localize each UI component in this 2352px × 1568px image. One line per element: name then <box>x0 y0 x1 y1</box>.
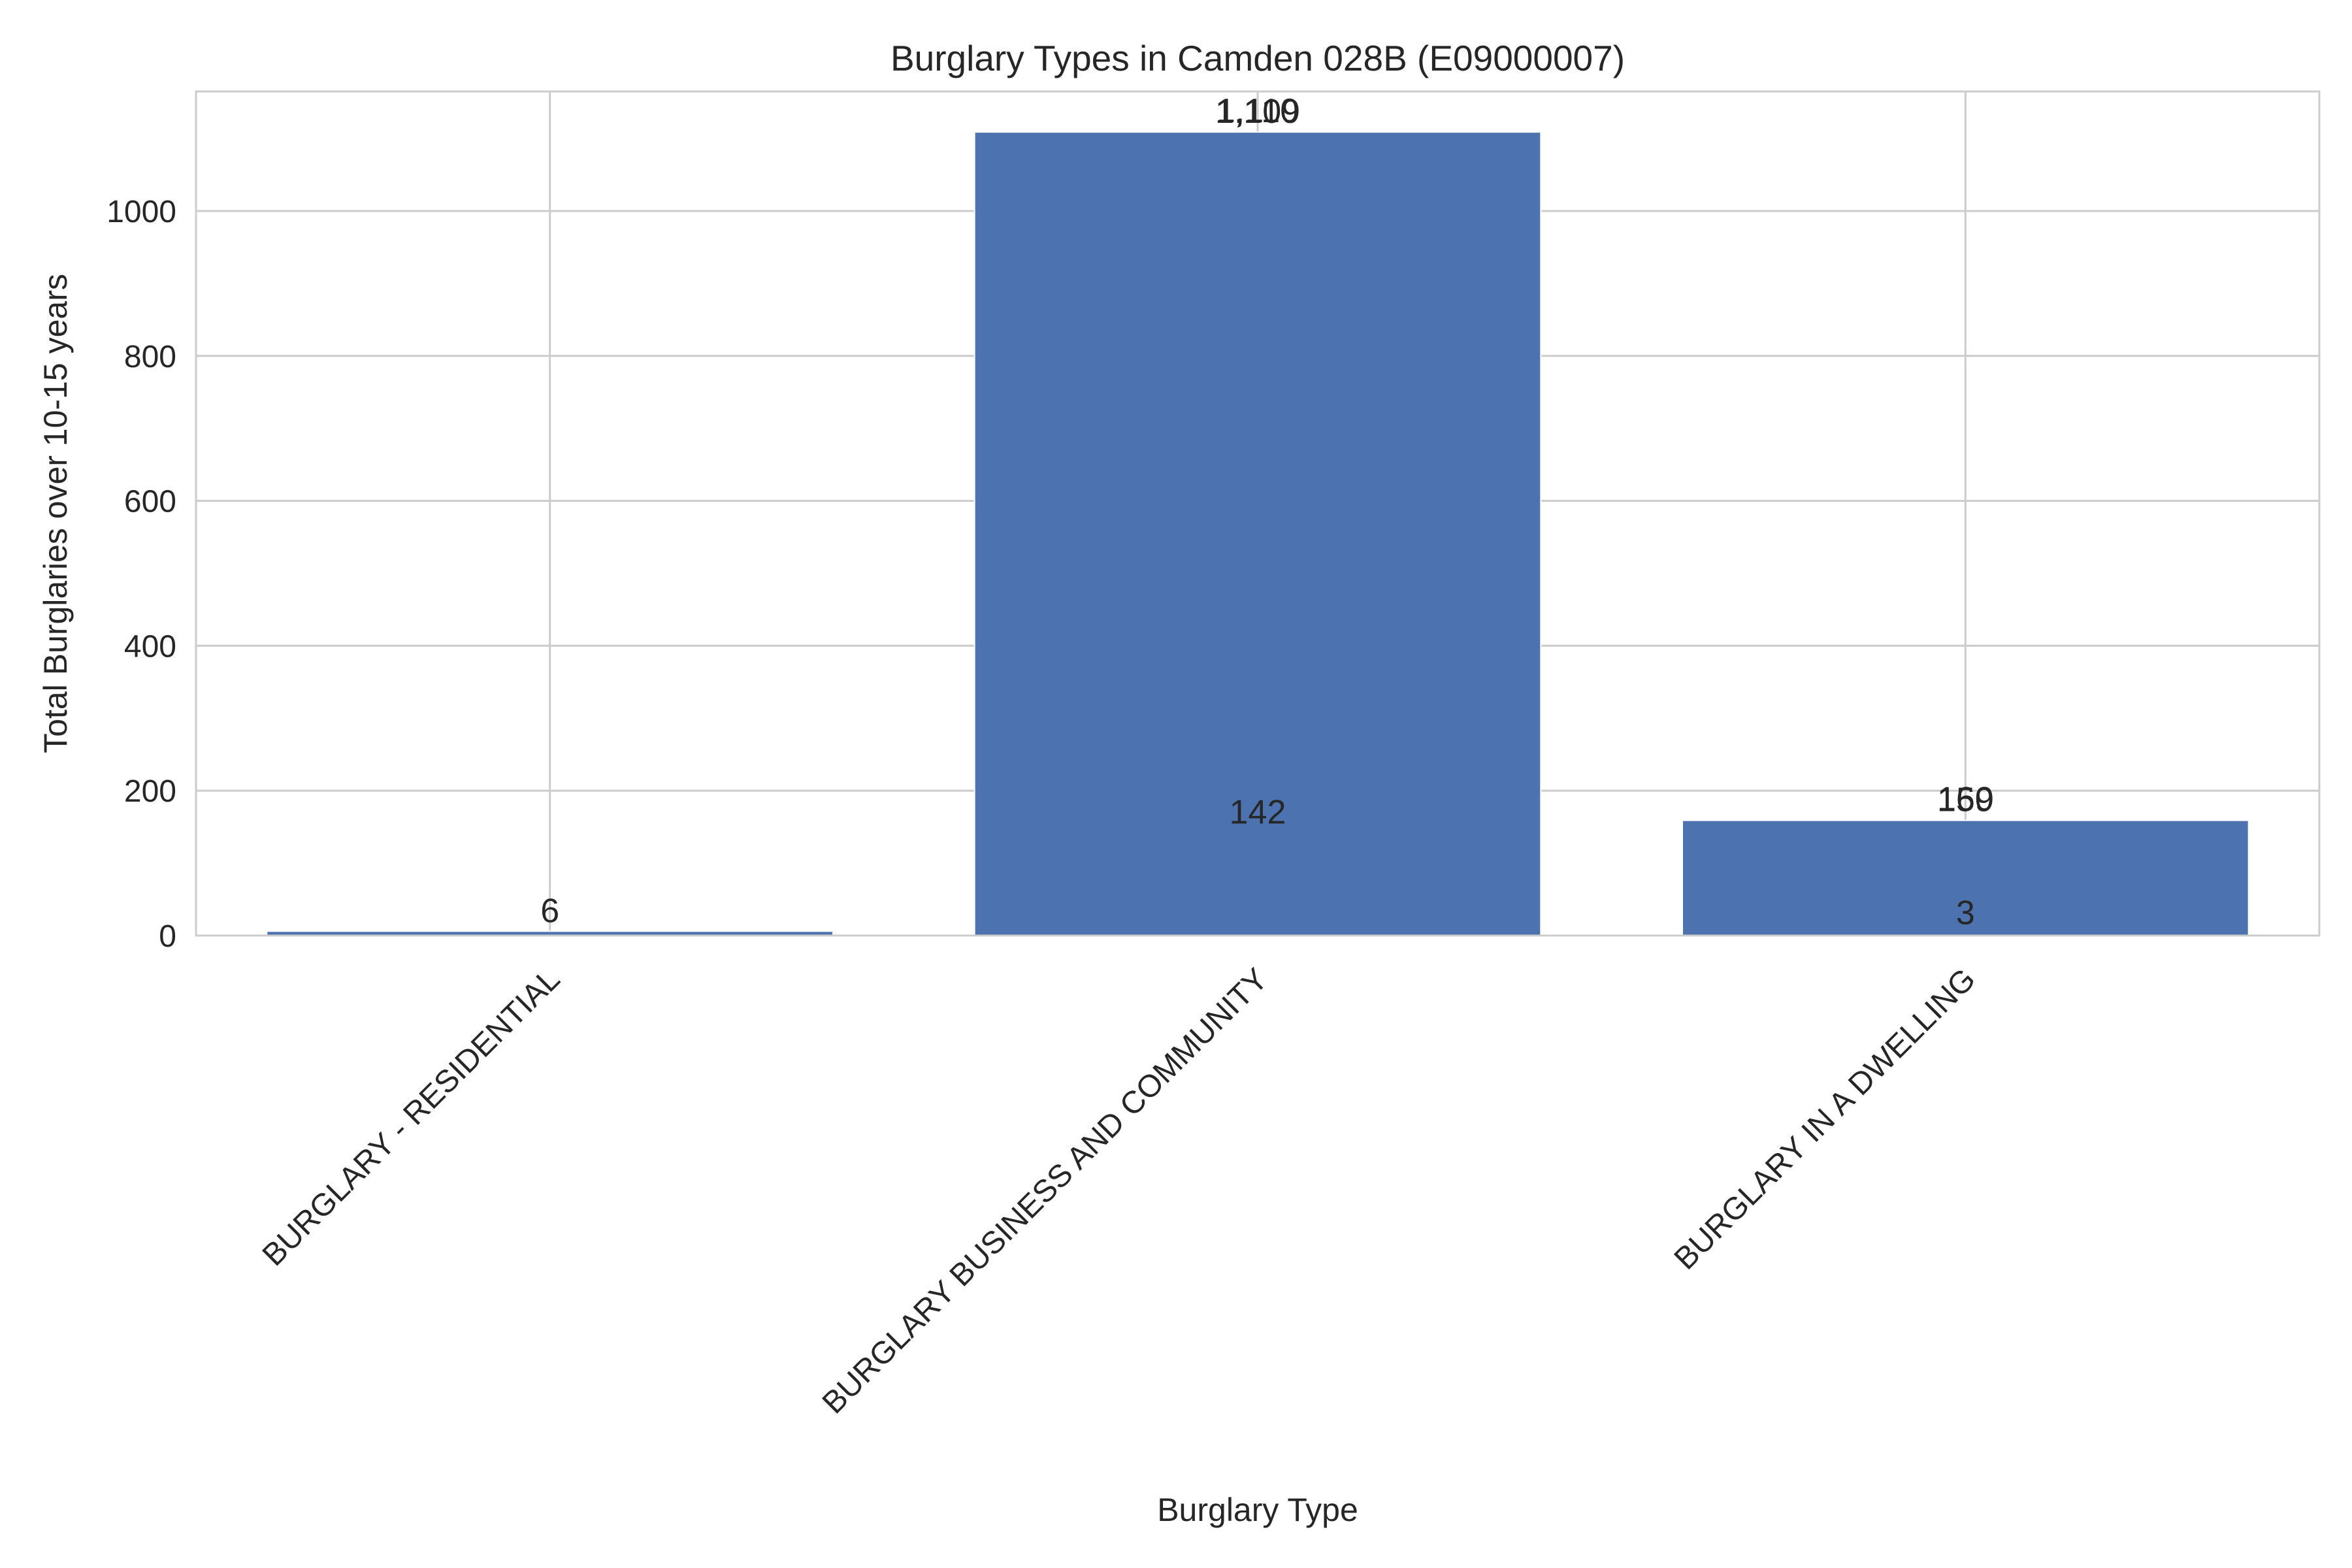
data-label: 160 <box>1937 781 1994 819</box>
y-tick-label: 200 <box>124 774 176 809</box>
bar-2 <box>973 131 1542 936</box>
y-tick-label: 400 <box>124 629 176 664</box>
y-tick-label: 0 <box>159 919 176 954</box>
data-label: 6 <box>540 892 559 930</box>
data-label: 159 <box>1937 781 1994 819</box>
y-axis-ticks: 0 200 400 600 800 1000 <box>106 195 176 954</box>
data-label: 142 <box>1230 794 1286 832</box>
y-tick-label: 600 <box>124 485 176 519</box>
y-axis-label: Total Burglaries over 10-15 years <box>37 274 74 753</box>
y-tick-label: 800 <box>124 340 176 374</box>
plot-frame <box>195 90 2321 937</box>
x-axis-label: Burglary Type <box>1157 1492 1358 1528</box>
data-label: 3 <box>1956 894 1975 932</box>
y-tick-label: 1000 <box>106 195 176 229</box>
bars <box>266 131 2249 937</box>
chart-title: Burglary Types in Camden 028B (E09000007… <box>890 38 1625 78</box>
data-label: 1,109 <box>1215 93 1300 131</box>
data-label: 1,110 <box>1217 92 1299 130</box>
bar-3 <box>1682 819 2249 937</box>
